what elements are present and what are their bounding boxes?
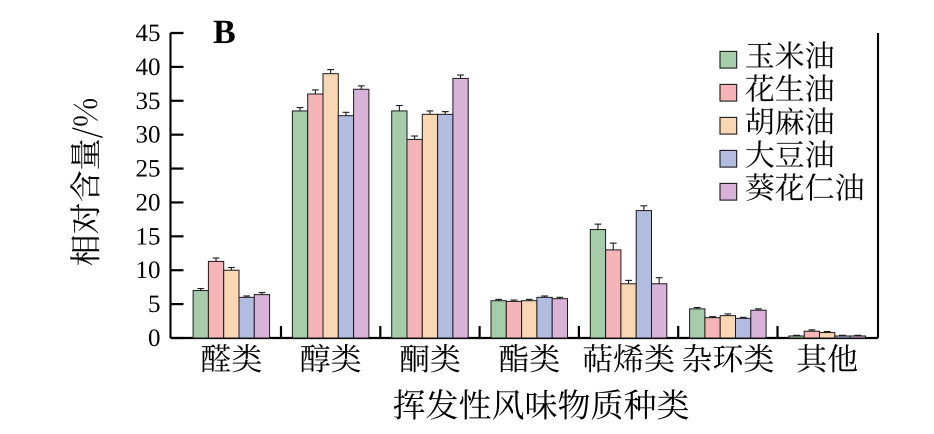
svg-text:酮类: 酮类 (399, 342, 461, 377)
svg-text:醇类: 醇类 (300, 342, 362, 377)
svg-text:杂环类: 杂环类 (681, 342, 774, 377)
svg-text:葵花仁油: 葵花仁油 (745, 164, 865, 208)
svg-text:萜烯类: 萜烯类 (582, 342, 675, 377)
svg-text:5: 5 (148, 291, 161, 318)
svg-text:15: 15 (136, 223, 161, 250)
svg-text:45: 45 (136, 20, 161, 47)
svg-text:35: 35 (136, 88, 161, 115)
svg-text:B: B (213, 14, 236, 51)
svg-text:25: 25 (136, 156, 161, 183)
svg-text:30: 30 (136, 122, 161, 149)
svg-text:酯类: 酯类 (498, 342, 560, 377)
svg-text:醛类: 醛类 (200, 342, 262, 377)
svg-text:其他: 其他 (796, 342, 858, 377)
svg-text:40: 40 (136, 54, 161, 81)
svg-text:挥发性风味物质种类: 挥发性风味物质种类 (393, 380, 690, 427)
svg-text:10: 10 (136, 257, 161, 284)
svg-text:相对含量/%: 相对含量/% (61, 98, 107, 267)
svg-text:20: 20 (136, 189, 161, 216)
svg-text:0: 0 (148, 325, 161, 352)
